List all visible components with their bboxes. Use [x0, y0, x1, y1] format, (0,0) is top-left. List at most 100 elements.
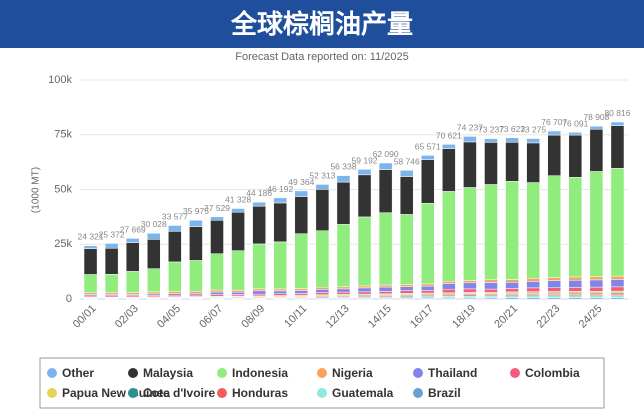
bar-segment [295, 197, 308, 234]
bar-segment [210, 292, 223, 295]
x-tick-label: 06/07 [197, 303, 225, 331]
bar-segment [506, 142, 519, 181]
x-tick-label: 16/17 [408, 303, 436, 331]
x-tick-label: 24/25 [577, 303, 605, 331]
bar-segment [210, 217, 223, 220]
bar-segment [316, 184, 329, 189]
bar-segment [400, 214, 413, 284]
y-axis-label: (1000 MT) [31, 167, 42, 213]
bar-segment [379, 291, 392, 293]
y-tick-label: 75k [54, 129, 72, 141]
x-tick-label: 14/15 [366, 303, 394, 331]
legend-label: Malaysia [143, 366, 193, 380]
bar-segment [548, 296, 561, 298]
bar-segment [316, 289, 329, 292]
bar-segment [590, 291, 603, 293]
bar-segment [527, 139, 540, 143]
bar-segment [379, 163, 392, 170]
legend-label: Guatemala [332, 386, 394, 400]
x-tick-label: 12/13 [324, 303, 352, 331]
bar-segment [168, 262, 181, 292]
bar-segment [611, 168, 624, 276]
bar-segment [548, 281, 561, 288]
bar-segment [442, 289, 455, 293]
bar-segment [274, 203, 287, 242]
bar-segment [442, 281, 455, 283]
bar-segment [421, 286, 434, 290]
bar-segment [316, 189, 329, 230]
legend-marker [510, 368, 520, 378]
bar-segment [379, 170, 392, 213]
bar-segment [147, 269, 160, 292]
x-tick-label: 04/05 [155, 303, 183, 331]
bar-segment [189, 227, 202, 261]
x-tick-label: 22/23 [534, 303, 562, 331]
bar-segment [484, 282, 497, 289]
total-label: 52 313 [309, 170, 335, 180]
bar-segment [274, 289, 287, 291]
bar-segment [506, 279, 519, 282]
bar-segment [548, 135, 561, 176]
bar-segment [105, 248, 118, 274]
x-tick-label: 00/01 [71, 303, 99, 331]
bar-segment [253, 206, 266, 244]
bar-segment [590, 287, 603, 291]
bar-segment [506, 288, 519, 291]
bar-segment [527, 143, 540, 183]
bar-segment [189, 291, 202, 293]
bar-segment [337, 292, 350, 294]
bar-segment [84, 249, 97, 275]
bar-segment [590, 280, 603, 287]
bar-segment [105, 274, 118, 292]
bar-segment [295, 288, 308, 290]
bar-segment [569, 132, 582, 135]
bar-segment [358, 286, 371, 288]
bar-segment [527, 288, 540, 292]
bar-segment [400, 285, 413, 287]
bar-segment [400, 170, 413, 176]
bar-segment [442, 144, 455, 148]
bar-segment [590, 126, 603, 129]
bar-segment [569, 280, 582, 287]
bar-segment [253, 289, 266, 291]
bar-segment [590, 171, 603, 276]
bar-segment [611, 126, 624, 169]
bar-segment [147, 233, 160, 239]
bar-segment [484, 185, 497, 280]
bar-segment [274, 198, 287, 203]
bar-segment [463, 283, 476, 289]
bar-segment [611, 296, 624, 298]
bar-segment [484, 296, 497, 298]
bar-segment [611, 291, 624, 293]
bar-segment [463, 296, 476, 298]
bar-segment [527, 278, 540, 281]
bar-segment [253, 244, 266, 289]
bar-segment [569, 135, 582, 177]
bar-segment [168, 225, 181, 231]
bar-segment [337, 224, 350, 286]
bar-segment [316, 287, 329, 289]
bar-segment [506, 138, 519, 143]
bar-segment [484, 280, 497, 283]
y-tick-label: 100k [48, 74, 72, 86]
bar-segment [611, 122, 624, 126]
bar-segment [379, 287, 392, 291]
bar-segment [358, 288, 371, 292]
bar-segment [84, 293, 97, 295]
x-tick-label: 20/21 [492, 303, 520, 331]
bar-segment [442, 283, 455, 289]
legend-marker [217, 388, 227, 398]
bar-segment [400, 177, 413, 215]
bar-segment [189, 260, 202, 291]
bar-segment [189, 220, 202, 226]
bar-segment [253, 291, 266, 294]
bar-segment [84, 275, 97, 293]
bar-segment [379, 213, 392, 285]
bar-segment [527, 292, 540, 294]
bar-segment [442, 191, 455, 281]
bar-segment [84, 246, 97, 249]
x-tick-label: 02/03 [113, 303, 141, 331]
legend-box [40, 358, 604, 408]
